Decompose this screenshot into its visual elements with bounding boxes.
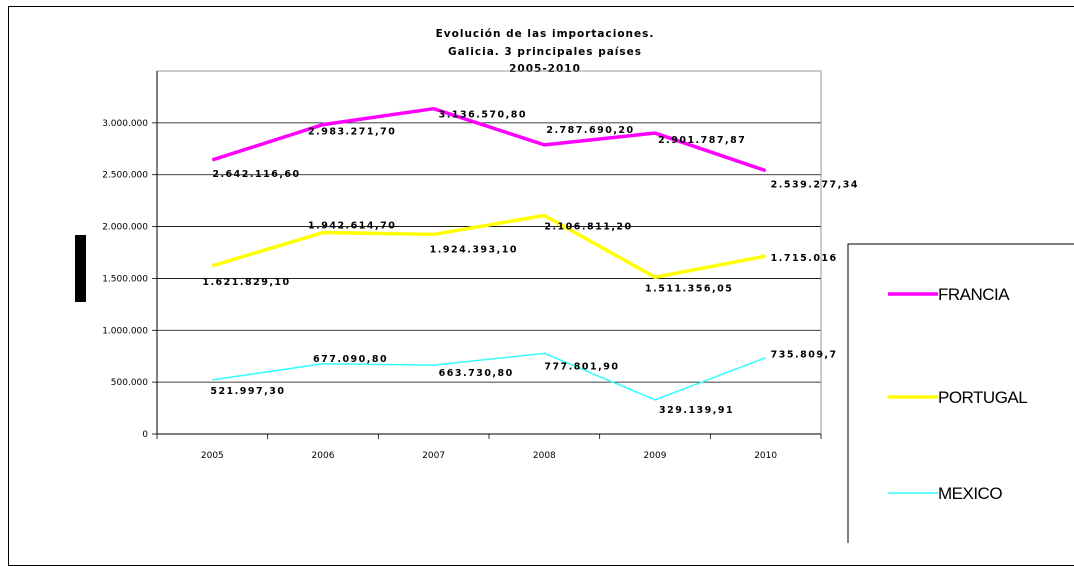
x-tick-label: 2006 (312, 451, 335, 461)
x-tick-label: 2005 (201, 451, 224, 461)
y-tick-label: 1.500.000 (102, 274, 148, 284)
y-tick-label: 0 (142, 430, 148, 440)
data-label-portugal: 2.106.811,20 (544, 221, 632, 232)
y-tick-label: 2.000.000 (102, 223, 148, 233)
data-label-francia: 3.136.570,80 (439, 110, 527, 121)
data-label-mexico: 521.997,30 (210, 386, 285, 397)
data-label-francia: 2.901.787,87 (658, 135, 746, 146)
data-label-mexico: 329.139,91 (659, 405, 734, 416)
data-label-portugal: 1.715.016 (771, 253, 838, 264)
y-axis-label-block (75, 235, 86, 302)
line-chart: Evolución de las importaciones. Galicia. … (102, 28, 1074, 543)
y-tick-label: 1.000.000 (102, 326, 148, 336)
legend-label: PORTUGAL (938, 388, 1027, 407)
y-tick-label: 3.000.000 (102, 119, 148, 129)
chart-title-line: Evolución de las importaciones. (436, 28, 655, 40)
x-tick-label: 2008 (533, 451, 556, 461)
legend-box (847, 243, 1074, 543)
y-tick-label: 500.000 (111, 378, 148, 388)
legend-label: MEXICO (938, 484, 1002, 503)
data-label-francia: 2.787.690,20 (546, 125, 634, 136)
series-line-portugal (211, 213, 766, 280)
data-label-francia: 2.983.271,70 (308, 127, 396, 138)
data-label-portugal: 1.511.356,05 (645, 283, 733, 294)
legend-label: FRANCIA (938, 285, 1010, 304)
x-tick-label: 2007 (422, 451, 445, 461)
series-line-francia (211, 106, 767, 173)
data-label-portugal: 1.621.829,10 (202, 277, 290, 288)
data-label-portugal: 1.924.393,10 (430, 244, 518, 255)
chart-title-line: 2005-2010 (509, 63, 581, 75)
data-label-francia: 2.539.277,34 (771, 180, 859, 191)
y-tick-label: 2.500.000 (102, 171, 148, 181)
x-tick-label: 2010 (754, 451, 777, 461)
data-label-portugal: 1.942.614,70 (308, 221, 396, 232)
data-label-mexico: 663.730,80 (439, 368, 514, 379)
data-label-mexico: 677.090,80 (313, 354, 388, 365)
series-line-mexico (212, 352, 766, 401)
data-label-mexico: 735.809,7 (771, 350, 838, 361)
x-tick-label: 2009 (644, 451, 667, 461)
chart-title-line: Galicia. 3 principales países (448, 46, 642, 58)
data-label-mexico: 777.801,90 (544, 361, 619, 372)
data-label-francia: 2.642.116,60 (212, 169, 300, 180)
